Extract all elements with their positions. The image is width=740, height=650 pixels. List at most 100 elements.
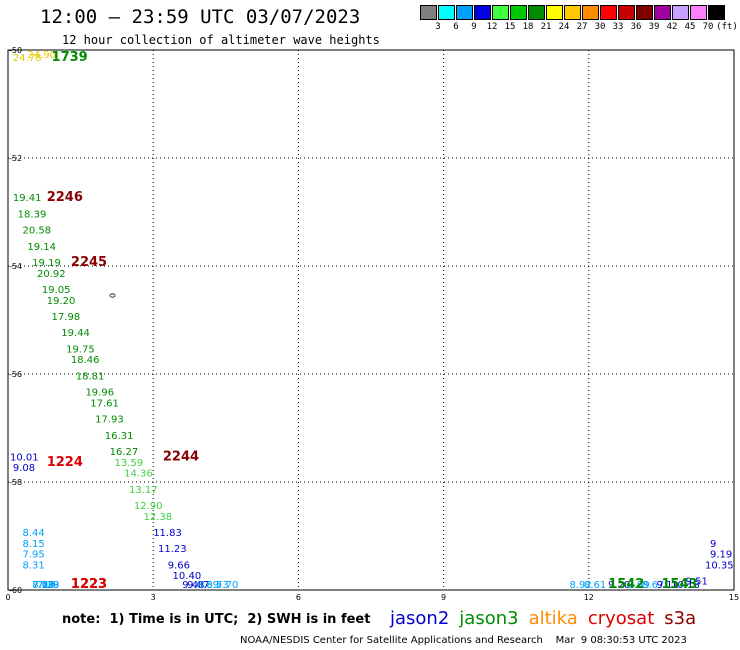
wave-height-value: 13.59 [114, 458, 143, 469]
pass-time-label: 2246 [47, 190, 83, 205]
x-tick-label: 6 [296, 593, 301, 602]
wave-height-value: 14.36 [124, 469, 153, 480]
footer-credit: NOAA/NESDIS Center for Satellite Applica… [240, 635, 687, 646]
y-tick-label: -50 [9, 46, 22, 55]
wave-height-value: 9.08 [13, 463, 35, 474]
wave-height-value: 10.40 [173, 571, 202, 582]
pass-time-label: 2244 [163, 449, 199, 464]
y-tick-label: -56 [9, 370, 22, 379]
page-subtitle: 12 hour collection of altimeter wave hei… [62, 33, 380, 47]
units-note: note: 1) Time is in UTC; 2) SWH is in fe… [62, 612, 371, 627]
pass-time-label: 1542 [608, 577, 644, 592]
wave-height-value: 20.92 [37, 269, 66, 280]
wave-height-value: 7.28 [37, 580, 59, 591]
wave-height-value: 12.38 [144, 512, 173, 523]
y-tick-label: -54 [9, 262, 22, 271]
color-swatch [546, 5, 563, 20]
wave-height-value: 9.51 [686, 577, 708, 588]
color-swatch [528, 5, 545, 20]
color-swatch [438, 5, 455, 20]
wave-height-value: 8.99 [628, 580, 650, 591]
contour-label: 0 [108, 293, 117, 298]
wave-height-value: 9.11 [657, 580, 679, 591]
color-scale-unit: (ft) [716, 22, 738, 32]
wave-height-value: 16.27 [110, 447, 139, 458]
y-tick-label: -52 [9, 154, 22, 163]
wave-height-value: 9.20 [608, 580, 630, 591]
color-scale-label: 42 [666, 22, 678, 32]
wave-height-value: 8.67 [642, 580, 664, 591]
wave-height-value: 10.35 [705, 560, 734, 571]
color-swatch [474, 5, 491, 20]
color-scale-label: 12 [486, 22, 498, 32]
color-swatch [492, 5, 509, 20]
x-tick-label: 3 [151, 593, 156, 602]
color-swatch [690, 5, 707, 20]
wave-height-value: 19.44 [61, 328, 90, 339]
wave-height-value: 8.31 [23, 560, 45, 571]
x-tick-label: 0 [5, 593, 10, 602]
color-swatch [654, 5, 671, 20]
color-swatch [564, 5, 581, 20]
wave-height-value: 19.96 [85, 388, 114, 399]
wave-height-value: 19.14 [27, 242, 56, 253]
legend-s3a: s3a [664, 608, 697, 629]
wave-height-value: 17.61 [90, 398, 119, 409]
color-swatch [618, 5, 635, 20]
wave-height-value: 9.66 [168, 560, 190, 571]
wave-height-value: 11.23 [158, 544, 187, 555]
wave-height-value: 9.48 [182, 580, 204, 591]
wave-height-value: 19.75 [66, 344, 95, 355]
wave-height-value: 7.70 [216, 580, 238, 591]
color-swatch [582, 5, 599, 20]
wave-height-value: 9.19 [710, 550, 732, 561]
wave-height-value: 7.40 [32, 580, 54, 591]
color-scale-label: 27 [576, 22, 588, 32]
wave-height-value: 24.90 [27, 50, 56, 61]
page-title: 12:00 — 23:59 UTC 03/07/2023 [40, 6, 361, 28]
x-tick-label: 15 [729, 593, 739, 602]
color-swatch [708, 5, 725, 20]
wave-height-value: 19.41 [13, 193, 42, 204]
map-frame [7, 49, 735, 591]
wave-height-value: 10.01 [10, 452, 39, 463]
wave-height-value: 8.15 [23, 539, 45, 550]
wave-height-value: 7.95 [23, 550, 45, 561]
wave-height-value: 17.98 [52, 312, 81, 323]
color-scale-label: 18 [522, 22, 534, 32]
wave-height-value: 18.81 [76, 371, 105, 382]
wave-height-value: 18.46 [71, 355, 100, 366]
y-tick-label: -58 [9, 478, 22, 487]
pass-time-label: 1543 [661, 577, 697, 592]
wave-height-value: 24.78 [13, 53, 42, 64]
wave-height-value: 9 [710, 539, 716, 550]
wave-height-value: 17.93 [95, 415, 124, 426]
color-scale-label: 15 [504, 22, 516, 32]
wave-height-value: 13.17 [129, 485, 158, 496]
pass-time-label: 1224 [47, 455, 83, 470]
color-swatch [600, 5, 617, 20]
wave-height-value: 10.18 [671, 580, 700, 591]
color-scale-label: 9 [471, 22, 477, 32]
color-scale-label: 30 [594, 22, 606, 32]
wave-height-value: 19.19 [32, 258, 61, 269]
satellite-legend: jason2 jason3 altika cryosat s3a [390, 608, 706, 629]
x-tick-label: 9 [441, 593, 446, 602]
wave-height-value: 7.39 [37, 580, 59, 591]
y-tick-label: -60 [9, 586, 22, 595]
color-swatch [456, 5, 473, 20]
pass-time-label: 1223 [71, 577, 107, 592]
x-tick-label: 12 [584, 593, 594, 602]
color-scale-label: 33 [612, 22, 624, 32]
color-swatch [510, 5, 527, 20]
pass-time-label: 1739 [52, 50, 88, 65]
wave-height-value: 7.13 [32, 580, 54, 591]
color-scale-label: 6 [453, 22, 459, 32]
color-scale-label: 36 [630, 22, 642, 32]
color-scale-label: 70 [702, 22, 714, 32]
wave-height-value: 16.31 [105, 431, 134, 442]
wave-height-value: 7.27 [32, 580, 54, 591]
legend-jason2: jason2 [390, 608, 450, 629]
wave-height-value: 19.20 [47, 296, 76, 307]
